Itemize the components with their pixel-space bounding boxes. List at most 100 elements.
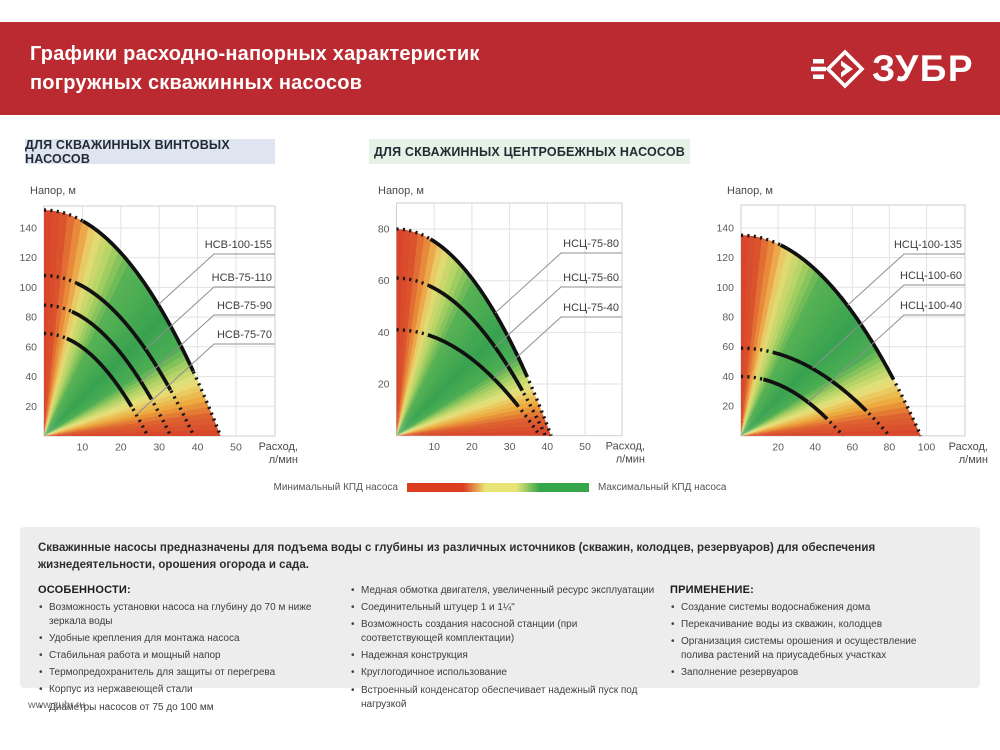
list-item: Медная обмотка двигателя, увеличенный ре…: [350, 584, 670, 598]
pump-curve-solid-1: [76, 281, 173, 391]
svg-text:40: 40: [809, 441, 821, 453]
list-item: Корпус из нержавеющей стали: [38, 683, 350, 697]
efficiency-legend: Минимальный КПД насоса Максимальный КПД …: [0, 482, 1000, 493]
svg-text:20: 20: [722, 401, 734, 413]
pump-curve-solid-0: [81, 219, 195, 373]
pump-curve-solid-2: [71, 309, 153, 400]
svg-text:80: 80: [378, 224, 390, 236]
features-column-2: Медная обмотка двигателя, увеличенный ре…: [350, 584, 670, 718]
svg-text:50: 50: [230, 442, 242, 454]
svg-text:30: 30: [504, 441, 516, 453]
list-item: Удобные крепления для монтажа насоса: [38, 632, 350, 646]
curve-label-0: НСЦ-100-135: [894, 239, 962, 251]
list-item: Диаметры насосов от 75 до 100 мм: [38, 701, 350, 715]
features-list-1: Возможность установки насоса на глубину …: [38, 601, 350, 716]
curve-callout-1: [494, 286, 622, 348]
chart-centrifugal-75-pumps: НСЦ-75-80 НСЦ-75-60 НСЦ-75-40 10 20 30 40 50 20 4…: [378, 185, 645, 466]
svg-text:80: 80: [25, 312, 37, 324]
curve-label-1: НСЦ-75-60: [563, 272, 619, 284]
application-list: Создание системы водоснабжения дома Перек…: [670, 601, 962, 681]
svg-text:20: 20: [25, 401, 37, 413]
svg-text:20: 20: [466, 441, 478, 453]
curve-callout-0: [847, 253, 965, 306]
svg-text:10: 10: [428, 441, 440, 453]
chart-centrifugal-100-pumps: НСЦ-100-135 НСЦ-100-60 НСЦ-100-40 20 40 60 80 1…: [716, 185, 988, 466]
x-axis-title-line2: л/мин: [959, 454, 988, 466]
svg-text:20: 20: [378, 379, 390, 391]
svg-text:100: 100: [918, 441, 936, 453]
list-item: Соединительный штуцер 1 и 1¼": [350, 601, 670, 615]
brand-logo: ЗУБР: [810, 46, 974, 92]
svg-text:100: 100: [20, 282, 37, 294]
info-columns: ОСОБЕННОСТИ: Возможность установки насос…: [38, 584, 962, 718]
svg-text:40: 40: [541, 441, 553, 453]
list-item: Встроенный конденсатор обеспечивает наде…: [350, 684, 670, 712]
curve-callout-3: [136, 343, 275, 415]
features-list-2: Медная обмотка двигателя, увеличенный ре…: [350, 584, 670, 713]
pump-curve-solid-0: [779, 243, 895, 380]
list-item: Организация системы орошения и осуществл…: [670, 635, 962, 663]
pump-curve-solid-3: [66, 336, 134, 408]
page-title-line1: Графики расходно-напорных характеристик: [30, 43, 480, 66]
curve-callout-2: [807, 314, 965, 403]
svg-text:40: 40: [722, 371, 734, 383]
info-intro: Скважинные насосы предназначены для подъ…: [38, 542, 876, 572]
x-axis-title-line1: Расход,: [949, 441, 988, 453]
svg-text:140: 140: [20, 223, 37, 235]
svg-text:100: 100: [716, 282, 734, 294]
page-title: Графики расходно-напорных характеристик …: [30, 40, 480, 97]
y-axis-title: Напор, м: [378, 185, 424, 197]
efficiency-gradient-bar: [406, 483, 589, 492]
curve-label-2: НСВ-75-90: [217, 300, 272, 312]
svg-text:60: 60: [25, 341, 37, 353]
curve-callout-1: [812, 284, 965, 369]
svg-text:140: 140: [716, 222, 734, 234]
y-axis-title: Напор, м: [30, 185, 76, 197]
pump-curve-solid-2: [762, 377, 829, 421]
curve-callout-0: [158, 253, 275, 305]
x-axis-title-line2: л/мин: [269, 454, 298, 466]
svg-text:10: 10: [77, 442, 89, 454]
list-item: Возможность установки насоса на глубину …: [38, 601, 350, 629]
curve-callout-2: [493, 316, 622, 379]
page-title-line2: погружных скважинных насосов: [30, 71, 363, 94]
pump-curve-solid-1: [773, 350, 868, 413]
curve-label-1: НСВ-75-110: [212, 272, 272, 284]
list-item: Возможность создания насосной станции (п…: [350, 618, 670, 646]
list-item: Термопредохранитель для защиты от перегр…: [38, 666, 350, 680]
header-band: Графики расходно-напорных характеристик …: [0, 22, 1000, 115]
curve-label-2: НСЦ-100-40: [900, 300, 962, 312]
svg-text:60: 60: [722, 341, 734, 353]
svg-text:50: 50: [579, 441, 591, 453]
pump-curve-dotted-1: [43, 273, 196, 437]
curve-label-0: НСЦ-75-80: [563, 238, 619, 250]
curve-callout-2: [140, 314, 275, 382]
curve-label-0: НСВ-100-155: [205, 239, 272, 251]
curve-label-2: НСЦ-75-40: [563, 302, 619, 314]
svg-text:40: 40: [25, 371, 37, 383]
list-item: Перекачивание воды из скважин, колодцев: [670, 618, 962, 632]
curve-callout-0: [494, 252, 622, 314]
brand-logo-text: ЗУБР: [871, 48, 974, 89]
section-header-centrifugal-pumps: ДЛЯ СКВАЖИННЫХ ЦЕНТРОБЕЖНЫХ НАСОСОВ: [369, 139, 690, 164]
features-column-1: ОСОБЕННОСТИ: Возможность установки насос…: [38, 584, 350, 718]
x-axis-title-line1: Расход,: [259, 441, 298, 453]
list-item: Надежная конструкция: [350, 649, 670, 663]
legend-min-label: Минимальный КПД насоса: [273, 482, 398, 493]
zubr-logo-icon: [810, 48, 865, 89]
features-title: ОСОБЕННОСТИ:: [38, 583, 131, 596]
svg-text:80: 80: [722, 312, 734, 324]
curve-label-1: НСЦ-100-60: [900, 270, 962, 282]
y-axis-title: Напор, м: [727, 185, 773, 197]
x-axis-title-line2: л/мин: [616, 454, 645, 466]
chart-screw-pumps: НСВ-100-155 НСВ-75-110 НСВ-75-90 НСВ-75-70 1…: [20, 185, 298, 466]
list-item: Стабильная работа и мощный напор: [38, 649, 350, 663]
svg-text:40: 40: [192, 442, 204, 454]
site-url: www.zubr.ru: [28, 699, 86, 711]
application-column: ПРИМЕНЕНИЕ: Создание системы водоснабжен…: [670, 584, 962, 718]
info-panel: Скважинные насосы предназначены для подъ…: [20, 527, 980, 715]
list-item: Создание системы водоснабжения дома: [670, 601, 962, 615]
application-title: ПРИМЕНЕНИЕ:: [670, 583, 754, 596]
curve-callout-1: [145, 286, 275, 350]
